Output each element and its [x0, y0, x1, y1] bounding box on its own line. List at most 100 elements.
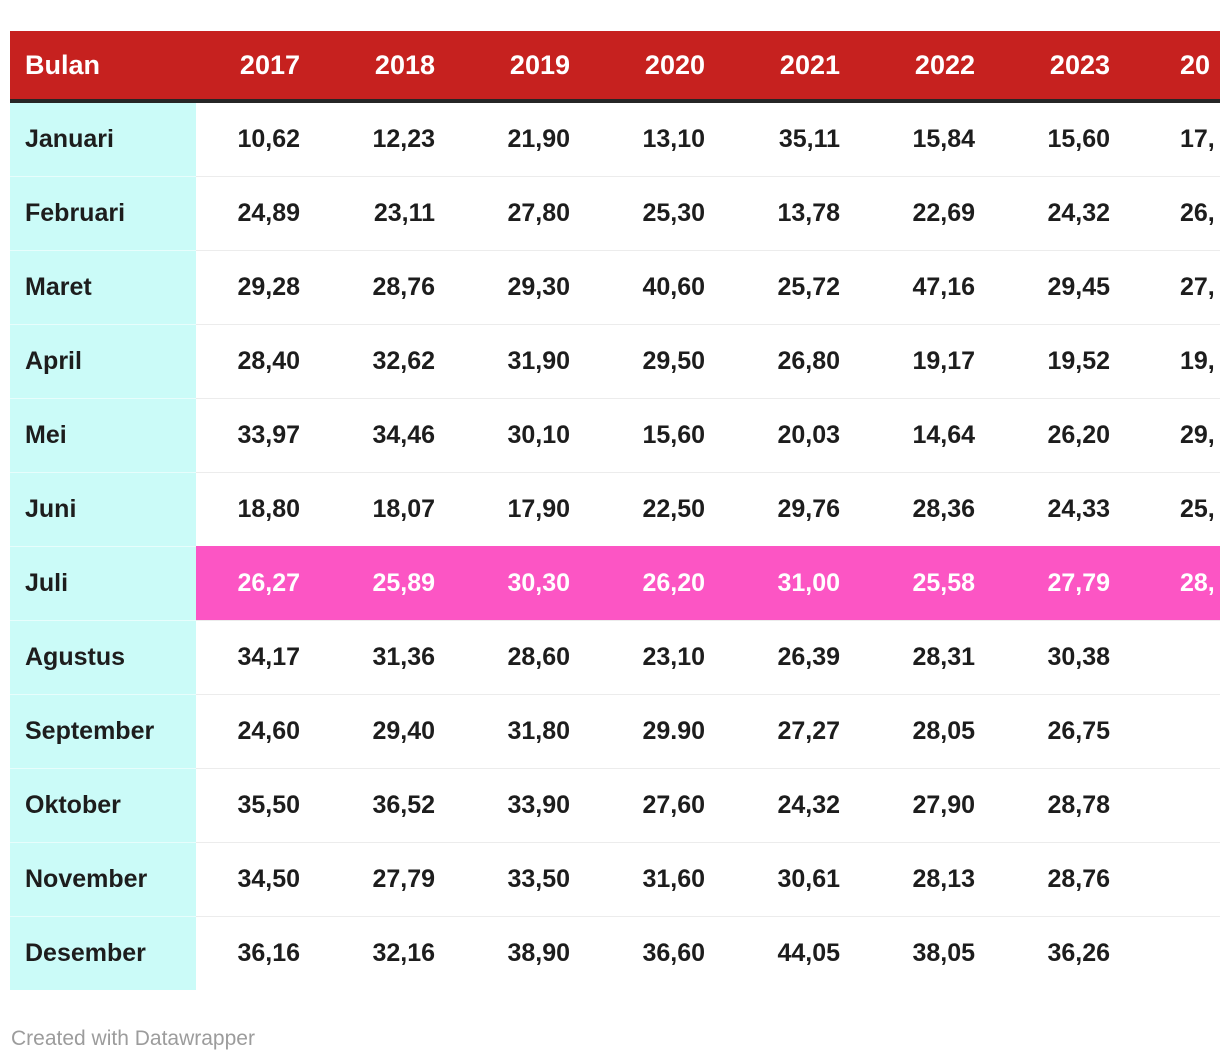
value-cell: 26,80 — [736, 324, 871, 399]
value-cell: 34,46 — [331, 398, 466, 473]
column-header-year: 2019 — [466, 31, 601, 103]
value-cell: 22,69 — [871, 176, 1006, 251]
table-row: September 24,60 29,40 31,80 29.90 27,27 28,05 2… — [10, 694, 1220, 769]
value-cell: 30,30 — [466, 546, 601, 621]
value-cell: 25,89 — [331, 546, 466, 621]
value-cell: 25,72 — [736, 250, 871, 325]
value-cell: 38,90 — [466, 916, 601, 990]
value-cell: 36,16 — [196, 916, 331, 990]
value-cell: 27,60 — [601, 768, 736, 843]
value-cell: 25,58 — [871, 546, 1006, 621]
value-cell: 31,80 — [466, 694, 601, 769]
column-header-year: 2023 — [1006, 31, 1141, 103]
table-row-highlighted: Juli 26,27 25,89 30,30 26,20 31,00 25,58 27,79 2… — [10, 546, 1220, 621]
value-cell: 28,76 — [1006, 842, 1141, 917]
value-cell-clipped — [1141, 620, 1220, 695]
value-cell-clipped: 19, — [1141, 324, 1220, 399]
column-header-year: 2022 — [871, 31, 1006, 103]
month-label-cell: Juni — [10, 472, 196, 547]
month-label-cell: Maret — [10, 250, 196, 325]
month-label-cell: Agustus — [10, 620, 196, 695]
value-cell: 15,84 — [912, 125, 975, 153]
value-cell: 27,90 — [871, 768, 1006, 843]
datawrapper-credit: Created with Datawrapper — [11, 1027, 255, 1050]
value-cell: 28,05 — [871, 694, 1006, 769]
month-label-cell: September — [10, 694, 196, 769]
table-body: Januari 10,62 12,23 21,90 13,10 35,11 15,84 15,… — [10, 101, 1220, 990]
value-cell: 19,17 — [871, 324, 1006, 399]
value-cell: 28,31 — [871, 620, 1006, 695]
value-cell: 29,28 — [196, 250, 331, 325]
value-cell: 29,76 — [736, 472, 871, 547]
column-header-year: 2018 — [331, 31, 466, 103]
value-cell: 24,32 — [736, 768, 871, 843]
table-clip-area: Bulan 2017 2018 2019 2020 2021 2022 2023… — [10, 31, 1220, 990]
month-label-cell: Mei — [10, 398, 196, 473]
value-cell: 26,27 — [196, 546, 331, 621]
value-cell: 21,90 — [507, 125, 570, 153]
table-row: April 28,40 32,62 31,90 29,50 26,80 19,17 19,52… — [10, 324, 1220, 399]
value-cell: 35,11 — [778, 125, 840, 153]
value-cell: 17,90 — [466, 472, 601, 547]
value-cell-clipped: 26, — [1141, 176, 1220, 251]
value-cell-clipped — [1141, 916, 1220, 990]
value-cell: 33,50 — [466, 842, 601, 917]
value-cell: 24,33 — [1006, 472, 1141, 547]
value-cell: 31,36 — [331, 620, 466, 695]
column-header-bulan: Bulan — [10, 31, 196, 103]
value-cell: 18,07 — [331, 472, 466, 547]
month-label-cell: Desember — [10, 916, 196, 990]
value-cell-clipped: 29, — [1141, 398, 1220, 473]
value-cell: 31,60 — [601, 842, 736, 917]
value-cell: 28,78 — [1006, 768, 1141, 843]
value-cell: 47,16 — [871, 250, 1006, 325]
table-row: Maret 29,28 28,76 29,30 40,60 25,72 47,16 29,45… — [10, 250, 1220, 325]
value-cell: 44,05 — [736, 916, 871, 990]
value-cell: 26,39 — [736, 620, 871, 695]
value-cell: 12,23 — [372, 125, 435, 153]
table-row: Agustus 34,17 31,36 28,60 23,10 26,39 28,31 30,… — [10, 620, 1220, 695]
value-cell: 25,30 — [601, 176, 736, 251]
value-cell: 15,60 — [1047, 125, 1110, 153]
monthly-data-table: Bulan 2017 2018 2019 2020 2021 2022 2023… — [10, 31, 1220, 990]
value-cell: 34,50 — [196, 842, 331, 917]
value-cell: 24,89 — [196, 176, 331, 251]
column-header-year: 2020 — [601, 31, 736, 103]
value-cell: 29,50 — [601, 324, 736, 399]
value-cell: 23,10 — [601, 620, 736, 695]
value-cell: 15,60 — [601, 398, 736, 473]
value-cell-clipped: 25, — [1141, 472, 1220, 547]
column-header-year: 2021 — [736, 31, 871, 103]
value-cell: 36,26 — [1006, 916, 1141, 990]
value-cell: 27,80 — [466, 176, 601, 251]
value-cell: 33,90 — [466, 768, 601, 843]
value-cell: 27,27 — [736, 694, 871, 769]
value-cell: 29,40 — [331, 694, 466, 769]
value-cell: 30,38 — [1006, 620, 1141, 695]
value-cell-clipped: 28, — [1141, 546, 1220, 621]
value-cell: 29,45 — [1006, 250, 1141, 325]
month-label-cell: Februari — [10, 176, 196, 251]
header-row: Bulan 2017 2018 2019 2020 2021 2022 2023… — [10, 31, 1220, 103]
value-cell: 30,10 — [466, 398, 601, 473]
value-cell: 33,97 — [196, 398, 331, 473]
month-label-cell: November — [10, 842, 196, 917]
value-cell: 26,75 — [1006, 694, 1141, 769]
value-cell: 27,79 — [1006, 546, 1141, 621]
table-row: Juni 18,80 18,07 17,90 22,50 29,76 28,36 24,33 2… — [10, 472, 1220, 547]
value-cell: 28,36 — [871, 472, 1006, 547]
table-row: Desember 36,16 32,16 38,90 36,60 44,05 38,05 36… — [10, 916, 1220, 990]
value-cell: 26,20 — [1006, 398, 1141, 473]
value-cell: 36,60 — [601, 916, 736, 990]
value-cell: 23,11 — [331, 176, 466, 251]
value-cell-clipped — [1141, 694, 1220, 769]
value-cell: 22,50 — [601, 472, 736, 547]
value-cell: 28,13 — [871, 842, 1006, 917]
value-cell: 19,52 — [1006, 324, 1141, 399]
value-cell: 34,17 — [196, 620, 331, 695]
month-label-cell: Oktober — [10, 768, 196, 843]
table-row: Oktober 35,50 36,52 33,90 27,60 24,32 27,90 28,… — [10, 768, 1220, 843]
table-row: Mei 33,97 34,46 30,10 15,60 20,03 14,64 26,20 29… — [10, 398, 1220, 473]
value-cell: 28,40 — [196, 324, 331, 399]
